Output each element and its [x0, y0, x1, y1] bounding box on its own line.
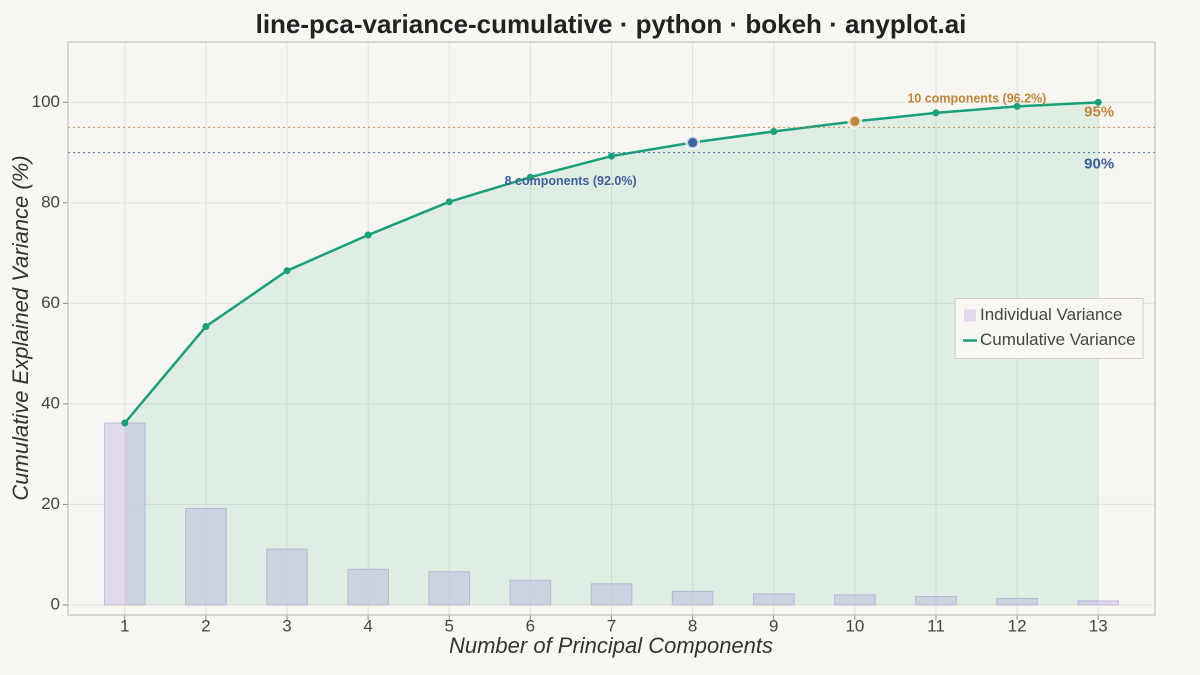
area-fill	[124, 102, 1099, 605]
point	[770, 127, 778, 135]
legend-swatch	[964, 309, 976, 322]
legend-box	[954, 298, 1144, 359]
highlight-point	[685, 135, 701, 151]
x-tick-label: 10	[845, 616, 864, 635]
x-tick-label: 12	[1008, 616, 1027, 635]
point	[1094, 98, 1102, 106]
bar	[590, 583, 633, 606]
x-axis-label: Number of Principal Components	[449, 633, 773, 658]
bar	[185, 507, 227, 606]
y-tick-label: 100	[32, 92, 60, 111]
x-tick-label: 1	[120, 616, 129, 635]
x-tick-label: 13	[1089, 616, 1108, 635]
point	[526, 173, 534, 181]
bar	[509, 579, 552, 606]
chart-title: line-pca-variance-cumulative · python · …	[256, 9, 967, 39]
point	[1013, 102, 1021, 110]
point	[445, 198, 453, 206]
threshold-label: 90%	[1084, 156, 1114, 173]
threshold-label: 95%	[1084, 103, 1114, 120]
plot-border	[67, 41, 1156, 616]
highlight-point	[847, 113, 863, 129]
x-tick-label: 6	[526, 616, 535, 635]
y-tick-label: 60	[41, 293, 60, 312]
y-tick-label: 80	[41, 192, 60, 211]
y-tick-label: 0	[51, 594, 60, 613]
legend-label: Individual Variance	[980, 305, 1122, 324]
bar	[996, 597, 1038, 606]
bar	[428, 571, 471, 606]
bar	[347, 568, 389, 606]
x-tick-label: 3	[282, 616, 291, 635]
point	[932, 109, 940, 117]
annotation: 8 components (92.0%)	[505, 174, 637, 188]
x-tick-label: 4	[363, 616, 372, 635]
bar	[752, 593, 795, 606]
x-tick-label: 9	[769, 616, 778, 635]
point	[283, 267, 291, 275]
bar	[104, 422, 146, 606]
bar	[671, 590, 714, 606]
x-tick-label: 11	[927, 616, 945, 635]
y-axis-label: Cumulative Explained Variance (%)	[8, 155, 33, 500]
point	[202, 322, 210, 330]
bar	[915, 595, 957, 606]
bar	[1077, 600, 1119, 606]
x-tick-label: 7	[607, 616, 616, 635]
y-tick-label: 20	[41, 494, 60, 513]
bar	[834, 594, 876, 606]
legend-label: Cumulative Variance	[980, 330, 1136, 349]
x-tick-label: 2	[201, 616, 210, 635]
y-tick-label: 40	[41, 393, 60, 412]
point	[121, 419, 129, 427]
point	[364, 231, 372, 239]
x-tick-label: 8	[688, 616, 697, 635]
annotation: 10 components (96.2%)	[907, 92, 1046, 106]
legend: Individual Variance Cumulative Variance	[954, 298, 1144, 359]
bar	[266, 548, 308, 606]
x-tick-label: 5	[445, 616, 454, 635]
point	[608, 152, 615, 160]
